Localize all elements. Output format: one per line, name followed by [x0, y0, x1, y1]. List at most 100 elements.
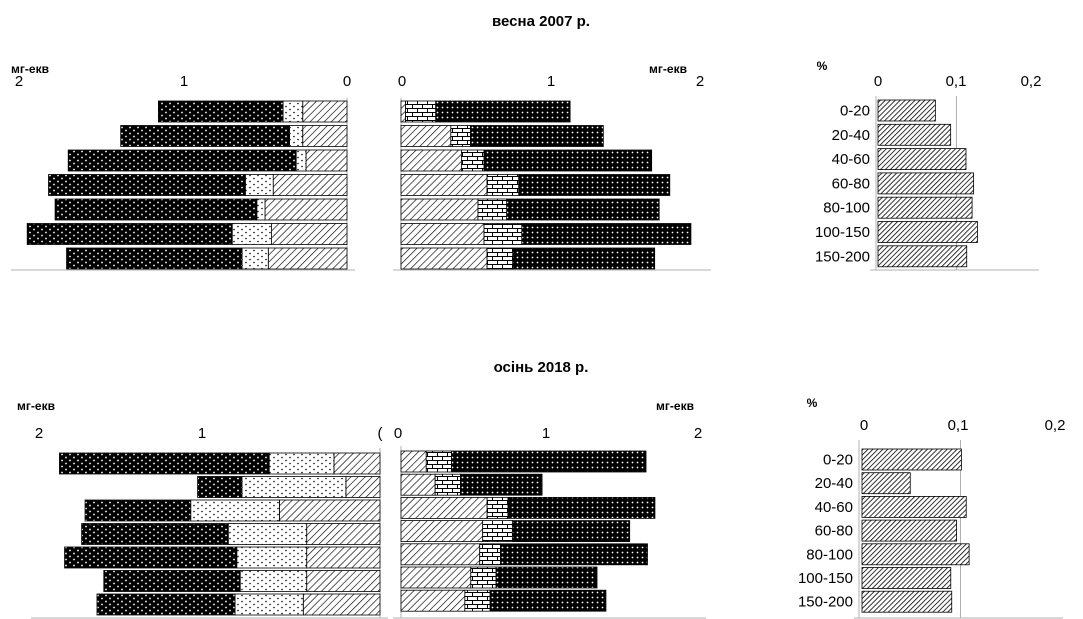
bar-segment	[306, 570, 381, 592]
bar-segment	[48, 174, 246, 196]
bar-segment	[81, 523, 229, 545]
bar-segment	[877, 148, 967, 171]
bar-segment	[302, 100, 348, 123]
bar-segment	[511, 520, 631, 542]
category-label: 0-20	[840, 103, 870, 120]
category-label: 20-40	[832, 127, 870, 144]
tick-label: 2	[696, 73, 704, 90]
bar-segment	[54, 198, 258, 221]
bar-segment	[400, 149, 462, 172]
bar-segment	[400, 520, 484, 542]
category-label: 80-100	[823, 200, 870, 217]
bar-segment	[483, 223, 523, 245]
bar-segment	[64, 546, 238, 569]
bar-segment	[84, 499, 192, 522]
category-label: 60-80	[815, 523, 853, 540]
bar-segment	[861, 448, 962, 471]
bar-segment	[877, 196, 973, 219]
bar-segment	[506, 198, 660, 221]
axis-unit-label: мг-екв	[17, 399, 55, 413]
bar-segment	[306, 523, 381, 545]
bar-segment	[459, 473, 543, 496]
category-label: 0-20	[823, 452, 853, 469]
bar-segment	[197, 476, 243, 498]
bar-segment	[479, 543, 501, 566]
bar-segment	[518, 174, 671, 196]
bar-segment	[464, 589, 491, 612]
bar-segment	[521, 223, 692, 245]
bar-segment	[877, 221, 978, 243]
category-label: 40-60	[815, 499, 853, 516]
bar-segment	[279, 499, 381, 522]
bar-segment	[400, 589, 466, 612]
bar-segment	[400, 543, 481, 566]
bar-segment	[271, 223, 348, 245]
category-label: 100-150	[815, 224, 870, 241]
bar-segment	[405, 100, 437, 123]
bar-segment	[486, 174, 520, 196]
bar-segment	[157, 100, 284, 123]
bar-segment	[256, 198, 266, 221]
bar-segment	[66, 247, 243, 270]
bar-segment	[244, 174, 274, 196]
tick-label: 1	[542, 425, 550, 442]
tick-label: 2	[15, 73, 23, 90]
tick-label: 0	[343, 73, 351, 90]
bar-segment	[241, 247, 269, 270]
bar-segment	[96, 593, 236, 616]
category-label: 20-40	[815, 475, 853, 492]
bar-segment	[861, 590, 953, 613]
bar-segment	[400, 223, 485, 245]
axis-unit-label: мг-екв	[656, 399, 694, 413]
bar-segment	[26, 223, 233, 245]
bar-segment	[451, 450, 647, 473]
bar-segment	[295, 149, 307, 172]
tick-label: 0	[394, 425, 402, 442]
bar-segment	[306, 546, 381, 569]
bar-segment	[302, 125, 348, 147]
tick-label: 1	[547, 73, 555, 90]
bar-segment	[400, 473, 436, 496]
bar-segment	[59, 452, 270, 475]
category-label: 150-200	[798, 594, 853, 611]
bar-segment	[861, 495, 967, 518]
bar-segment	[486, 247, 514, 270]
bar-segment	[425, 450, 452, 473]
tick-label: 2	[35, 425, 43, 442]
tick-label: 0,2	[1045, 417, 1066, 434]
bar-segment	[400, 566, 472, 589]
tick-label: 1	[198, 425, 206, 442]
bar-segment	[305, 149, 348, 172]
bar-segment	[877, 172, 975, 195]
bar-segment	[120, 125, 290, 147]
bar-segment	[267, 247, 348, 270]
title-autumn: осінь 2018 р.	[494, 359, 589, 376]
bar-segment	[345, 476, 381, 498]
bar-segment	[400, 198, 479, 221]
tick-label: 2	[694, 425, 702, 442]
panel-autumn-left: мг-екв 2 1 (	[17, 399, 388, 619]
bar-segment	[470, 566, 497, 589]
bar-segment	[477, 198, 508, 221]
title-spring: весна 2007 р.	[492, 13, 590, 30]
bar-segment	[302, 593, 381, 616]
bar-segment	[861, 543, 970, 566]
bar-segment	[877, 245, 968, 268]
bar-segment	[877, 123, 952, 146]
category-label: 60-80	[832, 175, 870, 192]
tick-label: 0	[860, 417, 868, 434]
axis-unit-label: %	[807, 396, 818, 410]
panel-spring-middle: мг-екв 0 1 2	[393, 62, 711, 271]
axis-unit-label: мг-екв	[649, 62, 687, 76]
bar-segment	[400, 450, 427, 473]
bar-segment	[190, 499, 280, 522]
bar-segment	[434, 473, 461, 496]
tick-label: 0	[398, 73, 406, 90]
panel-autumn-middle: мг-екв 0 1 2	[393, 399, 706, 619]
category-label: 100-150	[798, 570, 853, 587]
category-label: 40-60	[832, 151, 870, 168]
tick-label: 0,1	[946, 73, 967, 90]
bar-segment	[236, 546, 308, 569]
tick-label: 0,1	[948, 417, 969, 434]
axis-unit-label: %	[817, 59, 828, 73]
